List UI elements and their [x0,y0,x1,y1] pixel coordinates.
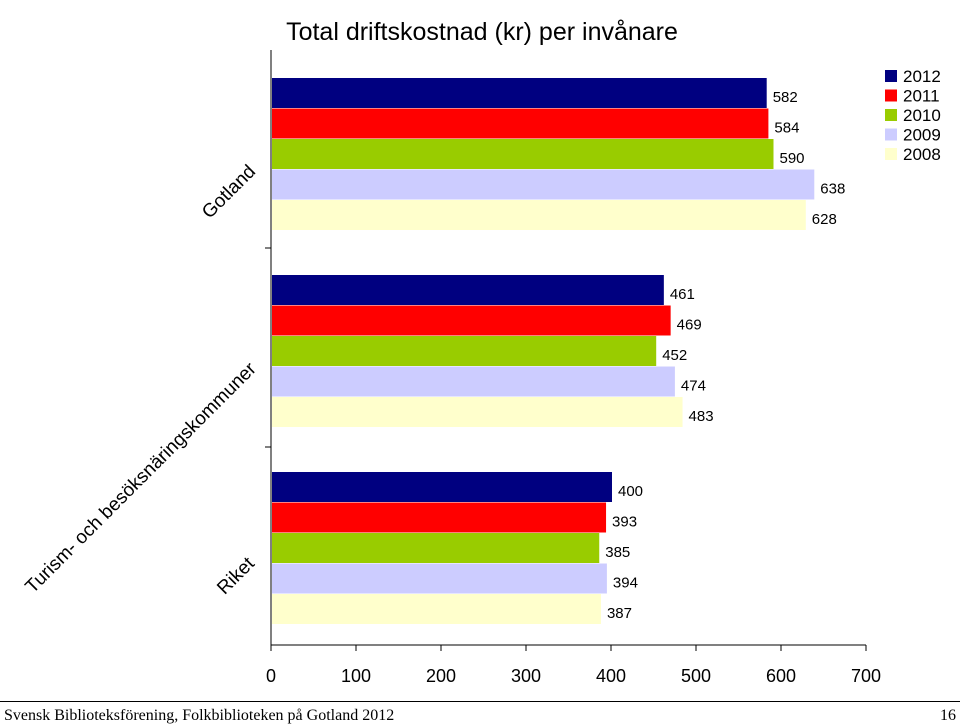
bar-turism-och-besöksnäringskommuner-2008 [272,397,683,427]
category-label-riket: Riket [213,553,259,599]
bar-gotland-2012 [272,78,767,108]
x-tick-label: 400 [596,666,626,686]
footer-source: Svensk Biblioteksförening, Folkbibliotek… [4,707,395,724]
data-label: 400 [618,483,643,500]
legend-label-2010: 2010 [903,106,941,125]
data-label: 394 [613,575,638,592]
data-label: 393 [612,514,637,531]
legend-label-2009: 2009 [903,126,941,145]
data-label: 582 [773,89,798,106]
chart-title: Total driftskostnad (kr) per invånare [286,18,678,46]
bar-riket-2010 [272,533,600,563]
legend-swatch-2012 [885,70,897,82]
bar-riket-2012 [272,472,612,502]
bar-gotland-2010 [272,139,774,169]
legend-label-2008: 2008 [903,145,941,164]
legend-swatch-2008 [885,148,897,160]
footer: Svensk Biblioteksförening, Folkbibliotek… [0,701,960,726]
data-label: 387 [607,605,632,622]
x-tick-label: 300 [511,666,541,686]
bar-gotland-2008 [272,200,806,230]
legend-label-2012: 2012 [903,67,941,86]
x-tick-label: 0 [266,666,276,686]
category-label-gotland: Gotland [198,161,260,223]
bar-turism-och-besöksnäringskommuner-2009 [272,366,675,397]
data-label: 638 [820,181,845,198]
data-label: 483 [689,408,714,425]
data-label: 461 [670,286,695,303]
data-label: 590 [780,150,805,167]
bar-gotland-2011 [272,108,769,139]
bar-turism-och-besöksnäringskommuner-2011 [272,305,671,336]
legend-label-2011: 2011 [903,87,940,106]
bar-turism-och-besöksnäringskommuner-2012 [272,275,664,305]
bar-turism-och-besöksnäringskommuner-2010 [272,336,657,366]
x-tick-label: 700 [851,666,881,686]
x-tick-label: 500 [681,666,711,686]
data-label: 385 [605,544,630,561]
x-tick-label: 100 [341,666,371,686]
bar-riket-2009 [272,563,607,594]
data-label: 474 [681,378,706,395]
bar-gotland-2009 [272,169,815,200]
legend-swatch-2009 [885,128,897,141]
page-number: 16 [940,707,956,724]
plot-area: 0 100 200 300 400 500 600 700 Gotland Turism- och… [22,50,881,686]
category-label-turism-och-besöksnäringskommuner: Turism- och besöksnäringskommuner [22,358,262,598]
x-tick-label: 200 [426,666,456,686]
legend-swatch-2010 [885,109,897,121]
x-tick-label: 600 [766,666,796,686]
bar-chart: Total driftskostnad (kr) per invånare 0 1… [22,18,941,686]
data-label: 628 [812,211,837,228]
bar-riket-2008 [272,594,601,624]
bar-riket-2011 [272,502,607,533]
data-label: 469 [677,317,702,334]
data-label: 584 [774,120,799,137]
legend-swatch-2011 [885,89,897,102]
data-label: 452 [662,347,687,364]
